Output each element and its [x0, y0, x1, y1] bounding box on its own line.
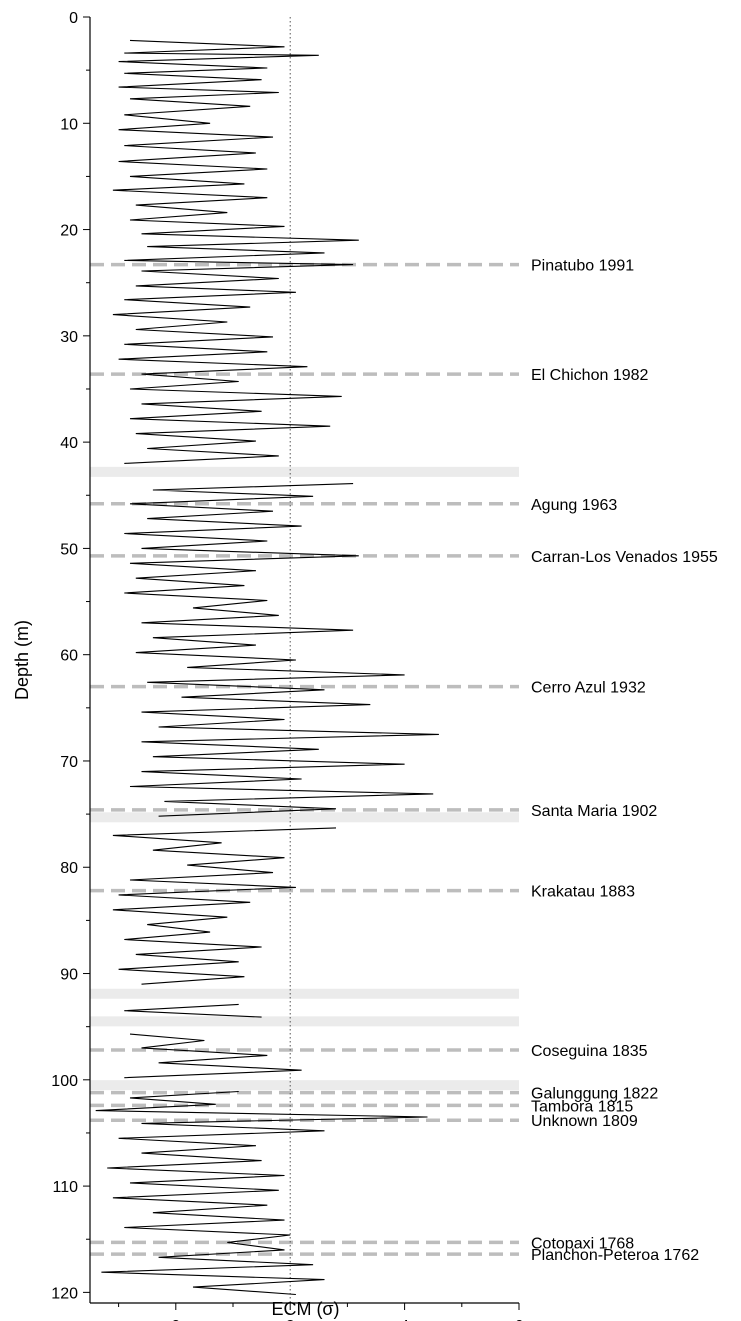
x-tick-label-0: 0	[171, 1318, 180, 1321]
gap-band-3	[90, 1016, 519, 1027]
event-label-1: El Chichon 1982	[531, 367, 649, 384]
y-tick-label-8: 80	[60, 860, 78, 877]
series-0-segment-4	[124, 1033, 302, 1079]
volcanic-event-lines	[90, 262, 519, 1256]
x-tick-label-3: 6	[515, 1318, 524, 1321]
y-tick-label-6: 60	[60, 648, 78, 665]
y-tick-label-3: 30	[60, 329, 78, 346]
y-axis-ticks: 0 10 20 30 40 50 60 70 80 90 100 110 120	[51, 10, 90, 1302]
core-gaps	[90, 466, 519, 1091]
event-label-2: Agung 1963	[531, 497, 617, 514]
x-axis-ticks: 0 2 4 6	[118, 1303, 524, 1321]
gap-band-4	[90, 1080, 519, 1091]
y-tick-label-4: 40	[60, 435, 78, 452]
event-label-8: Galunggung 1822	[531, 1086, 658, 1103]
event-label-9: Tambora 1815	[531, 1098, 633, 1115]
event-label-3: Carran-Los Venados 1955	[531, 549, 718, 566]
y-tick-label-10: 100	[51, 1073, 78, 1090]
event-label-7: Coseguina 1835	[531, 1043, 648, 1060]
gap-band-2	[90, 988, 519, 999]
series-0-segment-2	[112, 827, 337, 985]
y-tick-label-5: 50	[60, 541, 78, 558]
volcanic-event-labels: Pinatubo 1991 El Chichon 1982 Agung 1963 Ca…	[531, 258, 718, 1264]
series-0-segment-3	[124, 1003, 262, 1018]
y-tick-label-11: 110	[52, 1179, 78, 1196]
y-tick-label-0: 0	[69, 10, 78, 27]
y-tick-label-7: 70	[60, 754, 78, 771]
y-tick-label-12: 120	[51, 1285, 78, 1302]
event-label-0: Pinatubo 1991	[531, 258, 634, 275]
event-label-11: Cotopaxi 1768	[531, 1235, 634, 1252]
gap-band-0	[90, 466, 519, 477]
y-tick-label-1: 10	[60, 116, 78, 133]
event-label-6: Krakatau 1883	[531, 884, 635, 901]
x-tick-label-1: 2	[286, 1318, 295, 1321]
gap-band-1	[90, 812, 519, 823]
series-0-segment-0	[112, 39, 359, 464]
event-label-10: Unknown 1809	[531, 1113, 638, 1130]
x-axis-title: ECM (σ)	[271, 1299, 339, 1319]
series-0-segment-1	[124, 483, 439, 817]
y-tick-label-9: 90	[60, 967, 78, 984]
x-tick-label-2: 4	[400, 1318, 409, 1321]
y-tick-label-2: 20	[60, 223, 78, 240]
ecm-series	[95, 39, 439, 1296]
event-label-5: Santa Maria 1902	[531, 803, 657, 820]
y-axis-title: Depth (m)	[12, 620, 32, 700]
axes	[89, 17, 519, 1304]
event-label-12: Planchon-Peteroa 1762	[531, 1247, 699, 1264]
event-label-4: Cerro Azul 1932	[531, 680, 646, 697]
series-0-segment-5	[95, 1090, 428, 1296]
